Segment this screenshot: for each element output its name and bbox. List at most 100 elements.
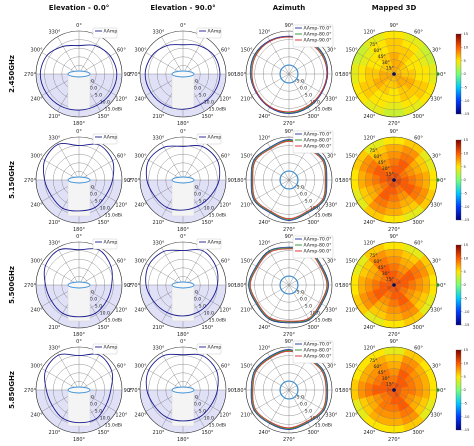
panel-5.150GHz-2: 90°60°30°0°330°300°270°240°210°180°150°1… bbox=[234, 129, 341, 233]
angle-tick-label: 270° bbox=[128, 178, 141, 184]
angle-tick-label: 240° bbox=[258, 325, 271, 331]
legend-label: AAmp bbox=[104, 345, 118, 351]
colorbar-tick-label: 15 bbox=[464, 32, 469, 36]
grid-spoke bbox=[161, 247, 184, 286]
angle-tick-label: 30° bbox=[432, 258, 441, 264]
angle-tick-label: 0° bbox=[335, 388, 341, 394]
angle-tick-label: 120° bbox=[363, 29, 376, 35]
grid-spoke bbox=[393, 179, 432, 202]
grid-spoke bbox=[78, 368, 117, 391]
legend-box bbox=[92, 238, 118, 250]
angle-tick-label: 0° bbox=[335, 72, 341, 78]
angle-tick-label: 90° bbox=[390, 339, 399, 345]
azimuth-zero-marker bbox=[436, 388, 440, 392]
azimuth-zero-marker bbox=[436, 283, 440, 287]
angle-tick-label: 240° bbox=[363, 220, 376, 226]
legend-label: AAmp-70.0° bbox=[304, 132, 332, 138]
angle-tick-label: 30° bbox=[327, 47, 336, 53]
angle-tick-label: 150° bbox=[97, 220, 110, 226]
grid-spoke bbox=[251, 73, 290, 96]
radial-tick-label: 0.0 bbox=[300, 192, 307, 198]
angle-tick-label: 150° bbox=[241, 258, 254, 264]
angle-tick-label: 300° bbox=[412, 220, 425, 226]
angle-tick-label: 150° bbox=[97, 114, 110, 120]
legend-label: AAmp-70.0° bbox=[304, 26, 332, 32]
angle-tick-label: 240° bbox=[135, 307, 148, 313]
radial-tick-label: 5.0 bbox=[199, 304, 206, 310]
colorbar-tick-label: -15 bbox=[464, 428, 470, 432]
angle-tick-label: 210° bbox=[152, 325, 165, 331]
grid-spoke bbox=[182, 352, 205, 391]
radial-tick-label: 0.0 bbox=[90, 192, 97, 198]
panel-5.500GHz-2: 90°60°30°0°330°300°270°240°210°180°150°1… bbox=[234, 234, 341, 338]
angle-tick-label: 60° bbox=[221, 258, 230, 264]
radial-tick-label: 10.0 bbox=[204, 100, 214, 106]
angle-tick-label: 180° bbox=[73, 227, 86, 233]
angle-tick-label: 330° bbox=[48, 345, 61, 351]
grid-spoke bbox=[356, 179, 395, 202]
angle-tick-label: 300° bbox=[135, 47, 148, 53]
colorbar bbox=[455, 349, 462, 431]
grid-spoke bbox=[78, 142, 101, 181]
angle-tick-label: 120° bbox=[219, 307, 232, 313]
antenna-top bbox=[171, 176, 195, 184]
angle-tick-label: 300° bbox=[307, 325, 320, 331]
angle-tick-label: 270° bbox=[283, 437, 296, 443]
angle-tick-label: 240° bbox=[31, 202, 44, 208]
elevation-ring-label: 60° bbox=[373, 154, 381, 160]
legend-label: AAmp bbox=[208, 240, 222, 246]
angle-tick-label: 90° bbox=[285, 234, 294, 240]
angle-tick-label: 0° bbox=[76, 129, 82, 135]
radial-tick-label: 0.0 bbox=[194, 402, 201, 408]
legend-box bbox=[292, 24, 334, 48]
colorbar-tick-label: 15 bbox=[464, 243, 469, 247]
angle-tick-label: 300° bbox=[307, 114, 320, 120]
grid-spoke bbox=[393, 284, 432, 307]
radial-tick-label: 0.0 bbox=[300, 297, 307, 303]
angle-tick-label: 90° bbox=[124, 178, 133, 184]
angle-tick-label: 90° bbox=[390, 129, 399, 135]
radial-tick-label: 10.0 bbox=[204, 206, 214, 212]
radial-tick-label: 10.0 bbox=[100, 100, 110, 106]
angle-tick-label: 210° bbox=[346, 307, 359, 313]
grid-spoke bbox=[393, 263, 432, 286]
angle-tick-label: 90° bbox=[228, 178, 237, 184]
angle-tick-label: 0° bbox=[180, 23, 186, 29]
grid-spoke bbox=[288, 52, 327, 75]
angle-tick-label: 30° bbox=[327, 153, 336, 159]
row-label-2450: 2.450GHz bbox=[8, 55, 16, 93]
angle-tick-label: 270° bbox=[283, 332, 296, 338]
angle-tick-label: 330° bbox=[325, 412, 338, 418]
grid-spoke bbox=[372, 284, 395, 323]
angle-tick-label: 90° bbox=[228, 72, 237, 78]
elevation-ring-label: 75° bbox=[369, 358, 377, 364]
grid-spoke bbox=[393, 368, 432, 391]
angle-tick-label: 270° bbox=[388, 227, 401, 233]
angle-tick-label: 60° bbox=[117, 47, 126, 53]
angle-tick-label: 150° bbox=[346, 258, 359, 264]
angle-tick-label: 90° bbox=[285, 23, 294, 29]
grid-spoke bbox=[393, 36, 416, 75]
angle-tick-label: 210° bbox=[241, 96, 254, 102]
radial-tick-label: 5.0 bbox=[199, 409, 206, 415]
panel-5.500GHz-0: 0°30°60°90°120°150°180°210°240°270°300°3… bbox=[24, 234, 133, 338]
angle-tick-label: 150° bbox=[97, 430, 110, 436]
antenna-body bbox=[67, 73, 91, 111]
radial-tick-label: 15.0dBi bbox=[209, 107, 227, 113]
grid-spoke bbox=[78, 352, 101, 391]
colorbar-tick-label: 15 bbox=[464, 348, 469, 352]
grid-spoke bbox=[41, 52, 80, 75]
grid-spoke bbox=[161, 142, 184, 181]
legend-box bbox=[92, 133, 118, 145]
elevation-ring-label: 60° bbox=[373, 48, 381, 54]
angle-tick-label: 120° bbox=[115, 96, 128, 102]
angle-tick-label: 120° bbox=[115, 202, 128, 208]
angle-tick-label: 270° bbox=[128, 72, 141, 78]
angle-tick-label: 330° bbox=[430, 96, 443, 102]
angle-tick-label: 210° bbox=[241, 307, 254, 313]
elevation-ring-label: 15° bbox=[386, 382, 394, 388]
angle-tick-label: 240° bbox=[258, 430, 271, 436]
antenna-outline bbox=[279, 275, 299, 295]
radial-tick-label: 15.0dBi bbox=[105, 318, 123, 324]
grid-spoke bbox=[393, 52, 432, 75]
